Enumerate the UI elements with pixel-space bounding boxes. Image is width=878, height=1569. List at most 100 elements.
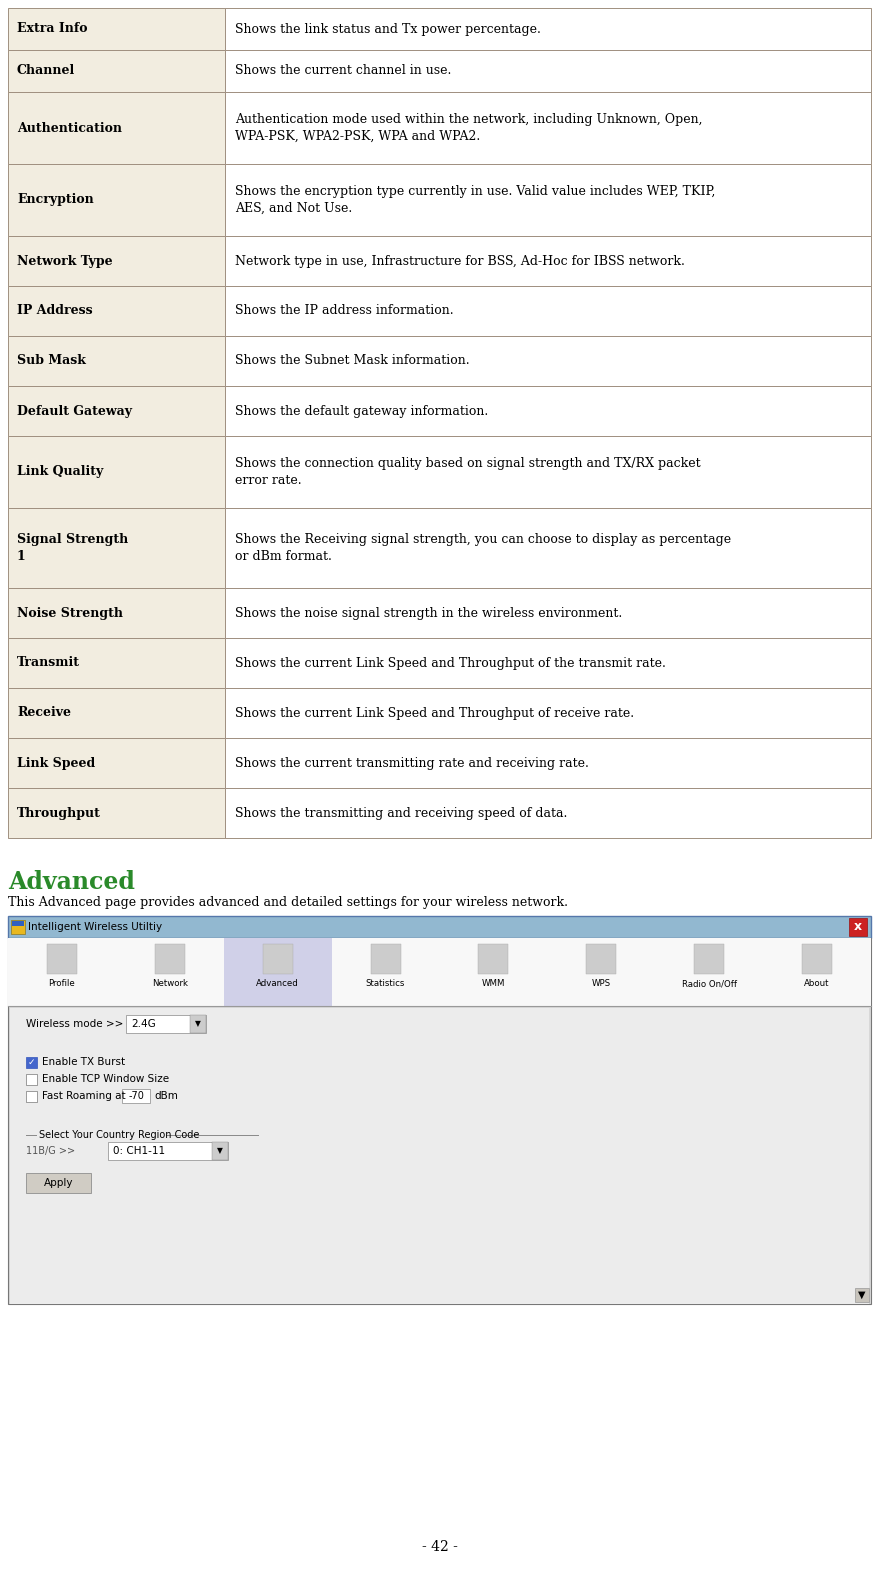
Text: Shows the noise signal strength in the wireless environment.: Shows the noise signal strength in the w… (234, 607, 622, 620)
Bar (8, 235, 225, 286)
Bar (190, 1015, 205, 1032)
Text: Fast Roaming at: Fast Roaming at (42, 1090, 126, 1101)
Bar (26, 1174, 91, 1192)
Text: Shows the link status and Tx power percentage.: Shows the link status and Tx power perce… (234, 22, 540, 36)
Text: Link Speed: Link Speed (17, 756, 95, 769)
Bar (8, 639, 225, 687)
Bar (8, 165, 225, 235)
Text: Network: Network (152, 979, 188, 988)
Bar (12, 921, 24, 926)
Text: Network Type: Network Type (17, 254, 112, 267)
Bar (212, 1142, 227, 1159)
Bar (8, 788, 225, 838)
Text: x: x (853, 921, 861, 934)
Text: IP Address: IP Address (17, 304, 92, 317)
Bar (8, 386, 225, 436)
Bar (225, 386, 870, 436)
Bar (108, 1142, 227, 1159)
Text: Advanced: Advanced (256, 979, 299, 988)
Text: Shows the current Link Speed and Throughput of receive rate.: Shows the current Link Speed and Through… (234, 706, 633, 720)
Bar (8, 50, 225, 93)
Text: Shows the encryption type currently in use. Valid value includes WEP, TKIP,
AES,: Shows the encryption type currently in u… (234, 185, 715, 215)
Bar (8, 938, 870, 1304)
Text: Authentication: Authentication (17, 121, 122, 135)
Text: Shows the Subnet Mask information.: Shows the Subnet Mask information. (234, 355, 469, 367)
Bar (225, 687, 870, 737)
Text: Enable TX Burst: Enable TX Burst (42, 1058, 125, 1067)
Text: ▼: ▼ (217, 1147, 223, 1155)
Text: - 42 -: - 42 - (421, 1541, 457, 1553)
Text: Network type in use, Infrastructure for BSS, Ad-Hoc for IBSS network.: Network type in use, Infrastructure for … (234, 254, 684, 267)
Text: ✓: ✓ (28, 1058, 35, 1067)
Bar (225, 508, 870, 588)
Text: Radio On/Off: Radio On/Off (681, 979, 736, 988)
Bar (8, 687, 225, 737)
Text: WMM: WMM (481, 979, 505, 988)
Bar (225, 50, 870, 93)
Bar (225, 639, 870, 687)
Bar (11, 919, 25, 934)
Bar (8, 938, 870, 1006)
Text: Shows the current Link Speed and Throughput of the transmit rate.: Shows the current Link Speed and Through… (234, 656, 666, 670)
Bar (225, 165, 870, 235)
Text: Default Gateway: Default Gateway (17, 405, 132, 417)
Bar (26, 1056, 37, 1067)
Text: dBm: dBm (154, 1090, 177, 1101)
Bar (8, 8, 225, 50)
Text: Extra Info: Extra Info (17, 22, 88, 36)
Text: WPS: WPS (591, 979, 610, 988)
Text: Shows the current transmitting rate and receiving rate.: Shows the current transmitting rate and … (234, 756, 588, 769)
Text: Throughput: Throughput (17, 806, 101, 819)
Text: Profile: Profile (48, 979, 76, 988)
Bar (8, 508, 225, 588)
Bar (801, 945, 831, 974)
Text: Encryption: Encryption (17, 193, 94, 207)
Text: 0: CH1-11: 0: CH1-11 (113, 1145, 165, 1156)
Text: Shows the connection quality based on signal strength and TX/RX packet
error rat: Shows the connection quality based on si… (234, 458, 700, 486)
Text: Authentication mode used within the network, including Unknown, Open,
WPA-PSK, W: Authentication mode used within the netw… (234, 113, 702, 143)
Bar (694, 945, 723, 974)
Bar (371, 945, 400, 974)
Bar (225, 93, 870, 165)
Bar (225, 588, 870, 639)
Text: ▼: ▼ (857, 1290, 865, 1301)
Bar (8, 737, 225, 788)
Text: Signal Strength
1: Signal Strength 1 (17, 533, 128, 563)
Bar (8, 336, 225, 386)
Text: Shows the Receiving signal strength, you can choose to display as percentage
or : Shows the Receiving signal strength, you… (234, 533, 730, 563)
Text: ▼: ▼ (195, 1020, 201, 1029)
Bar (8, 588, 225, 639)
Text: Advanced: Advanced (8, 869, 134, 894)
Text: Sub Mask: Sub Mask (17, 355, 86, 367)
Text: Shows the default gateway information.: Shows the default gateway information. (234, 405, 487, 417)
Bar (586, 945, 615, 974)
Text: Channel: Channel (17, 64, 76, 77)
Bar (8, 916, 870, 938)
Text: Transmit: Transmit (17, 656, 80, 670)
Text: -70: -70 (128, 1090, 144, 1101)
Text: 11B/G >>: 11B/G >> (26, 1145, 75, 1156)
Bar (225, 436, 870, 508)
Text: Wireless mode >>: Wireless mode >> (26, 1018, 123, 1029)
Text: This Advanced page provides advanced and detailed settings for your wireless net: This Advanced page provides advanced and… (8, 896, 567, 908)
Bar (8, 286, 225, 336)
Bar (225, 737, 870, 788)
Bar (848, 918, 866, 937)
Bar (854, 1288, 868, 1302)
Text: Shows the IP address information.: Shows the IP address information. (234, 304, 453, 317)
Bar (126, 1015, 205, 1032)
Bar (155, 945, 184, 974)
Bar (8, 93, 225, 165)
Bar (26, 1090, 37, 1101)
Text: Apply: Apply (44, 1178, 73, 1188)
Text: Shows the transmitting and receiving speed of data.: Shows the transmitting and receiving spe… (234, 806, 566, 819)
Bar (225, 788, 870, 838)
Bar (224, 938, 331, 1006)
Bar (122, 1089, 150, 1103)
Text: Intelligent Wireless Utiltiy: Intelligent Wireless Utiltiy (28, 923, 162, 932)
Text: Receive: Receive (17, 706, 71, 720)
Bar (478, 945, 507, 974)
Text: Noise Strength: Noise Strength (17, 607, 123, 620)
Bar (10, 1007, 868, 1304)
Bar (263, 945, 292, 974)
